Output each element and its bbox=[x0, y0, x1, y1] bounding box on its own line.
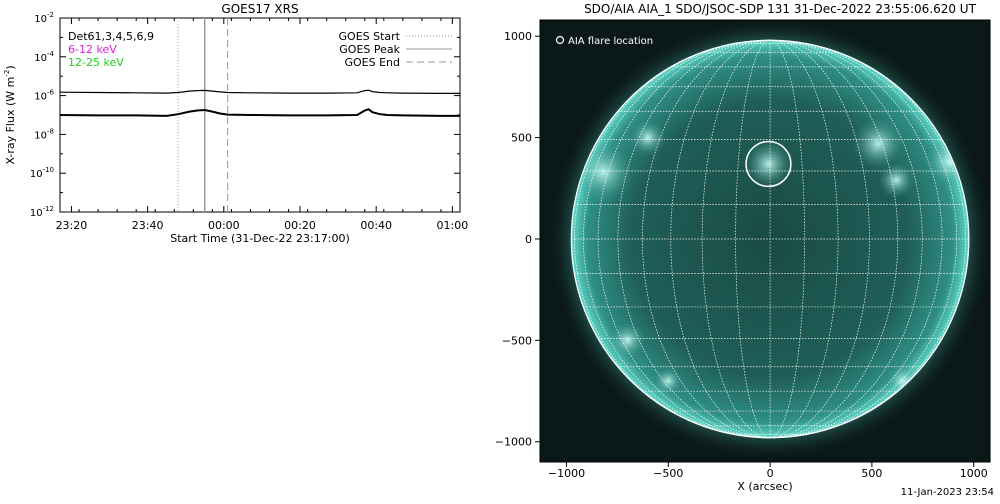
y-tick-label: 10-12 bbox=[30, 205, 54, 219]
active-region bbox=[654, 366, 683, 396]
aia-x-tick-label: 500 bbox=[861, 467, 882, 480]
heliographic-grid bbox=[570, 39, 970, 439]
aia-y-tick-label: −1000 bbox=[495, 436, 532, 449]
longitude-line bbox=[770, 39, 967, 439]
x-tick-label: 00:00 bbox=[208, 219, 240, 232]
event-legend-label-3: GOES End bbox=[344, 56, 400, 69]
aia-frame bbox=[539, 19, 991, 463]
longitude-line bbox=[770, 39, 870, 439]
x-tick-label: 00:20 bbox=[284, 219, 316, 232]
y-tick-label: 10-2 bbox=[34, 11, 54, 25]
flare-location-marker bbox=[745, 140, 792, 188]
aia-image-svg: SDO/AIA AIA_1 SDO/JSOC-SDP 131 31-Dec-20… bbox=[495, 2, 991, 493]
y-tick-label: 10-4 bbox=[34, 50, 54, 64]
y-tick-label: 10-8 bbox=[34, 127, 54, 141]
longitude-line bbox=[582, 39, 771, 439]
energy-legend-1: 6-12 keV bbox=[68, 43, 117, 56]
longitude-line bbox=[770, 39, 839, 439]
aia-y-tick-label: 0 bbox=[525, 233, 532, 246]
active-region bbox=[744, 139, 793, 189]
longitude-line bbox=[770, 39, 899, 439]
longitude-line bbox=[770, 39, 923, 439]
longitude-line bbox=[670, 39, 771, 439]
aia-x-tick-label: 0 bbox=[767, 467, 774, 480]
aia-x-tick-label: −500 bbox=[653, 467, 683, 480]
event-legend-label-2: GOES Peak bbox=[339, 43, 400, 56]
longitude-line bbox=[574, 39, 771, 439]
x-tick-label: 23:20 bbox=[56, 219, 88, 232]
xrs-x-axis-label: Start Time (31-Dec-22 23:17:00) bbox=[170, 232, 350, 245]
y-tick-label: 10-10 bbox=[30, 166, 54, 180]
active-region bbox=[878, 161, 915, 199]
aia-x-tick-label: 1000 bbox=[960, 467, 988, 480]
y-tick-label: 10-6 bbox=[34, 89, 54, 103]
x-tick-label: 00:40 bbox=[360, 219, 392, 232]
aia-x-tick-label: −1000 bbox=[548, 467, 585, 480]
x-tick-label: 01:00 bbox=[437, 219, 469, 232]
longitude-line bbox=[770, 39, 958, 439]
aia-image-chart: SDO/AIA AIA_1 SDO/JSOC-SDP 131 31-Dec-20… bbox=[490, 0, 1000, 500]
goes-xrs-svg: GOES17 XRS 10-12 10-10 10-8 10-6 10-4 10-2 23:2… bbox=[3, 2, 469, 245]
aia-title: SDO/AIA AIA_1 SDO/JSOC-SDP 131 31-Dec-20… bbox=[584, 2, 977, 16]
aia-y-tick-label: −500 bbox=[502, 334, 532, 347]
longitude-line bbox=[641, 39, 771, 439]
aia-image-area bbox=[540, 20, 990, 462]
detectors-label: Det61,3,4,5,6,9 bbox=[68, 30, 154, 43]
longitude-line bbox=[770, 39, 943, 439]
goes-xrs-chart: GOES17 XRS 10-12 10-10 10-8 10-6 10-4 10-2 23:2… bbox=[0, 0, 470, 260]
longitude-line bbox=[597, 39, 771, 439]
xrs-series-line-2 bbox=[59, 108, 460, 117]
xrs-y-axis-label: X-ray Flux (W m-2) bbox=[3, 65, 17, 164]
footer-timestamp: 11-Jan-2023 23:54 bbox=[900, 487, 994, 498]
active-region bbox=[609, 322, 646, 359]
energy-legend-2: 12-25 keV bbox=[68, 56, 124, 69]
event-legend-label-1: GOES Start bbox=[339, 30, 401, 43]
longitude-line bbox=[617, 39, 771, 439]
flare-legend-symbol bbox=[555, 35, 565, 45]
xrs-title: GOES17 XRS bbox=[221, 2, 298, 16]
aia-y-tick-label: 500 bbox=[511, 132, 532, 145]
solar-limb bbox=[570, 39, 970, 439]
flare-legend-label: AIA flare location bbox=[568, 36, 653, 47]
longitude-line bbox=[701, 39, 771, 439]
aia-x-axis-label: X (arcsec) bbox=[737, 480, 792, 493]
xrs-series-line-1 bbox=[59, 89, 460, 95]
active-region bbox=[851, 117, 905, 171]
active-region bbox=[629, 119, 667, 156]
x-tick-label: 23:40 bbox=[132, 219, 164, 232]
aia-y-tick-label: 1000 bbox=[504, 30, 532, 43]
